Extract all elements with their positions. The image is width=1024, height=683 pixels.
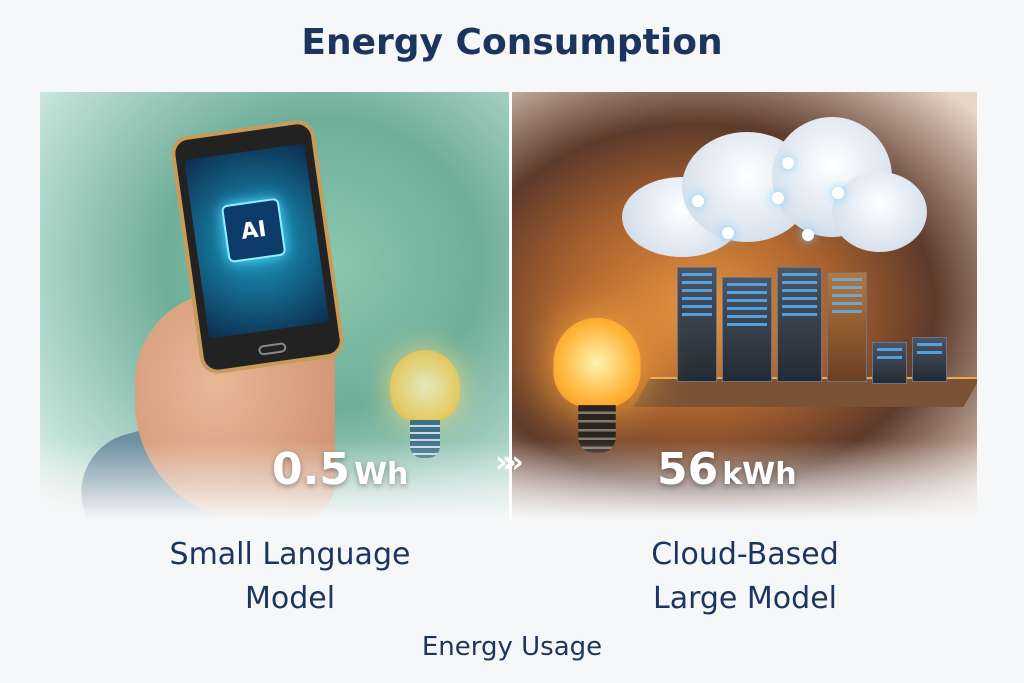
label-line: Large Model — [652, 581, 837, 616]
network-node — [782, 157, 794, 169]
network-node — [692, 195, 704, 207]
label-line: Small Language — [169, 537, 411, 572]
value-unit: Wh — [353, 457, 409, 492]
server-rack — [872, 342, 907, 384]
value-unit: kWh — [722, 457, 797, 492]
server-rack — [777, 267, 822, 382]
footer-caption: Energy Usage — [421, 632, 603, 662]
small-model-label: Small Language Model — [110, 533, 470, 621]
small-model-panel: AI 0.5 Wh — [40, 92, 510, 520]
phone-screen: AI — [184, 143, 330, 339]
cloud-model-panel: 56 kWh — [512, 92, 977, 520]
network-node — [722, 227, 734, 239]
chevrons-right-icon: »» — [495, 445, 524, 480]
server-rack — [677, 267, 717, 382]
lightbulb-icon — [390, 350, 460, 465]
divider — [509, 92, 512, 520]
network-node — [802, 229, 814, 241]
server-rack — [722, 277, 772, 382]
label-line: Cloud-Based — [651, 537, 839, 572]
label-line: Model — [244, 581, 336, 616]
fade — [512, 440, 977, 520]
value-number: 0.5 — [272, 444, 350, 495]
network-node — [772, 192, 784, 204]
cloud-network-icon — [622, 117, 927, 257]
server-rack — [912, 337, 947, 382]
home-button — [257, 342, 287, 356]
page-title: Energy Consumption — [301, 22, 723, 63]
server-rack — [827, 272, 867, 382]
small-model-energy-value: 0.5 Wh — [272, 444, 408, 495]
fade — [40, 440, 510, 520]
cloud-model-label: Cloud-Based Large Model — [565, 533, 925, 621]
value-number: 56 — [657, 444, 719, 495]
ai-chip-icon: AI — [220, 197, 287, 264]
network-node — [832, 187, 844, 199]
cloud-model-energy-value: 56 kWh — [657, 444, 797, 495]
